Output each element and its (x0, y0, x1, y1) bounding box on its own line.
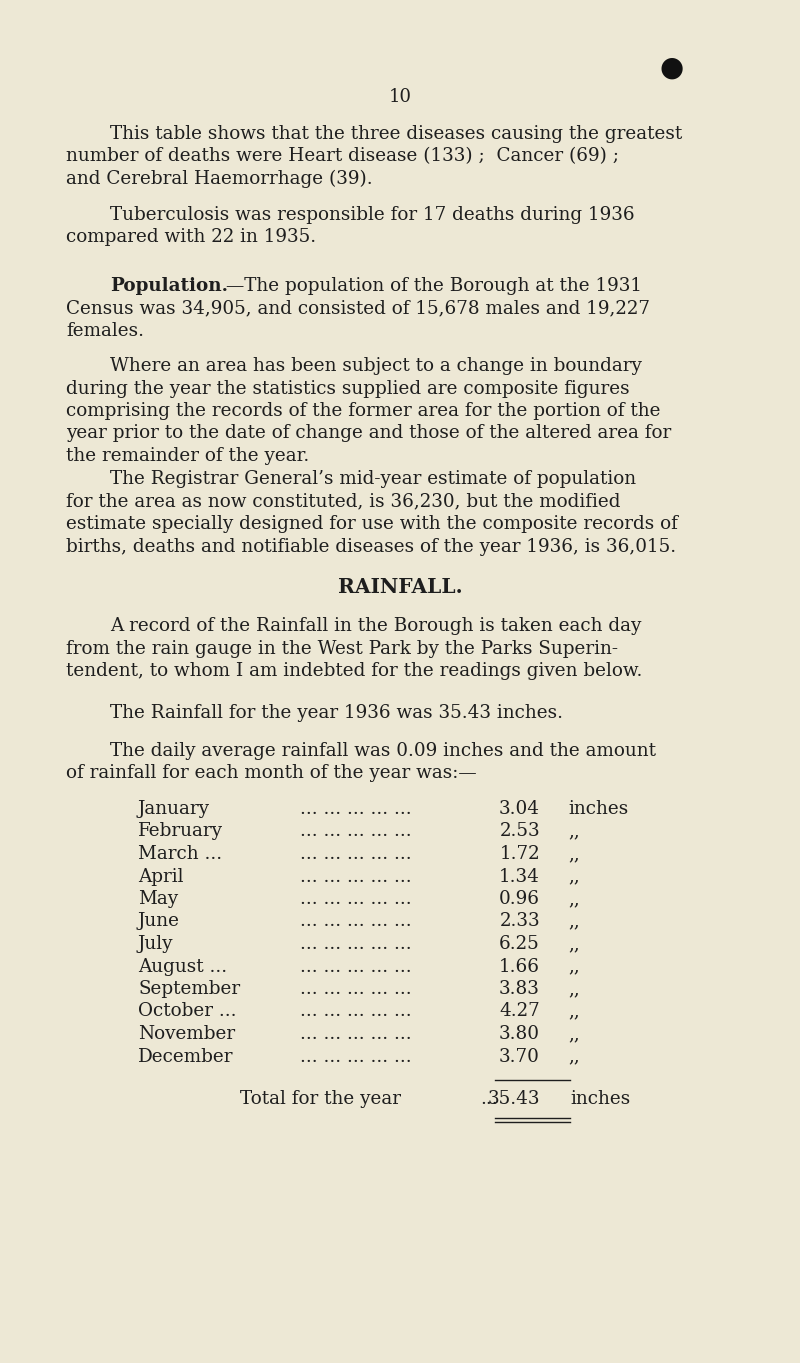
Text: February: February (138, 822, 223, 841)
Text: 3.83: 3.83 (499, 980, 540, 998)
Text: the remainder of the year.: the remainder of the year. (66, 447, 310, 465)
Text: ,,: ,, (568, 845, 580, 863)
Text: births, deaths and notifiable diseases of the year 1936, is 36,015.: births, deaths and notifiable diseases o… (66, 537, 676, 556)
Text: ,,: ,, (568, 957, 580, 976)
Text: June: June (138, 912, 180, 931)
Text: ... ... ... ... ...: ... ... ... ... ... (300, 912, 412, 931)
Text: 10: 10 (389, 89, 411, 106)
Text: ... ... ... ... ...: ... ... ... ... ... (300, 957, 412, 976)
Text: ... ... ... ... ...: ... ... ... ... ... (300, 980, 412, 998)
Text: of rainfall for each month of the year was:—: of rainfall for each month of the year w… (66, 765, 477, 782)
Text: for the area as now constituted, is 36,230, but the modified: for the area as now constituted, is 36,2… (66, 492, 621, 511)
Text: ... ... ... ... ...: ... ... ... ... ... (300, 800, 412, 818)
Text: inches: inches (568, 800, 628, 818)
Text: The Registrar General’s mid-year estimate of population: The Registrar General’s mid-year estimat… (110, 470, 636, 488)
Text: Where an area has been subject to a change in boundary: Where an area has been subject to a chan… (110, 357, 642, 375)
Text: RAINFALL.: RAINFALL. (338, 577, 462, 597)
Text: December: December (138, 1048, 234, 1066)
Text: year prior to the date of change and those of the altered area for: year prior to the date of change and tho… (66, 424, 671, 443)
Text: ... ... ... ... ...: ... ... ... ... ... (300, 1003, 412, 1021)
Text: ,,: ,, (568, 1025, 580, 1043)
Text: compared with 22 in 1935.: compared with 22 in 1935. (66, 229, 316, 247)
Text: A record of the Rainfall in the Borough is taken each day: A record of the Rainfall in the Borough … (110, 617, 642, 635)
Text: January: January (138, 800, 210, 818)
Text: 1.72: 1.72 (499, 845, 540, 863)
Text: September: September (138, 980, 240, 998)
Text: 3.04: 3.04 (499, 800, 540, 818)
Text: 4.27: 4.27 (499, 1003, 540, 1021)
Text: tendent, to whom I am indebted for the readings given below.: tendent, to whom I am indebted for the r… (66, 662, 642, 680)
Text: ,,: ,, (568, 1048, 580, 1066)
Text: ... ... ... ... ...: ... ... ... ... ... (300, 845, 412, 863)
Text: April: April (138, 867, 183, 886)
Text: number of deaths were Heart disease (133) ;  Cancer (69) ;: number of deaths were Heart disease (133… (66, 147, 619, 165)
Text: and Cerebral Haemorrhage (39).: and Cerebral Haemorrhage (39). (66, 170, 373, 188)
Text: from the rain gauge in the West Park by the Parks Superin-: from the rain gauge in the West Park by … (66, 639, 618, 657)
Text: May: May (138, 890, 178, 908)
Text: 1.66: 1.66 (499, 957, 540, 976)
Text: during the year the statistics supplied are composite figures: during the year the statistics supplied … (66, 379, 630, 398)
Text: inches: inches (570, 1090, 630, 1108)
Text: July: July (138, 935, 174, 953)
Text: ... ... ... ... ...: ... ... ... ... ... (300, 867, 412, 886)
Text: estimate specially designed for use with the composite records of: estimate specially designed for use with… (66, 515, 678, 533)
Text: ... ... ... ... ...: ... ... ... ... ... (300, 935, 412, 953)
Text: The Rainfall for the year 1936 was 35.43 inches.: The Rainfall for the year 1936 was 35.43… (110, 705, 563, 722)
Text: ,,: ,, (568, 867, 580, 886)
Text: ...: ... (480, 1090, 498, 1108)
Text: ,,: ,, (568, 822, 580, 841)
Text: 3.70: 3.70 (499, 1048, 540, 1066)
Text: This table shows that the three diseases causing the greatest: This table shows that the three diseases… (110, 125, 682, 143)
Text: March ...: March ... (138, 845, 222, 863)
Text: Total for the year: Total for the year (240, 1090, 401, 1108)
Text: ... ... ... ... ...: ... ... ... ... ... (300, 822, 412, 841)
Text: The daily average rainfall was 0.09 inches and the amount: The daily average rainfall was 0.09 inch… (110, 741, 656, 761)
Text: 6.25: 6.25 (499, 935, 540, 953)
Text: ... ... ... ... ...: ... ... ... ... ... (300, 1048, 412, 1066)
Text: ,,: ,, (568, 890, 580, 908)
Text: comprising the records of the former area for the portion of the: comprising the records of the former are… (66, 402, 661, 420)
Text: 2.53: 2.53 (499, 822, 540, 841)
Text: August ...: August ... (138, 957, 227, 976)
Text: ,,: ,, (568, 935, 580, 953)
Text: Tuberculosis was responsible for 17 deaths during 1936: Tuberculosis was responsible for 17 deat… (110, 206, 634, 224)
Text: 3.80: 3.80 (499, 1025, 540, 1043)
Text: females.: females. (66, 322, 144, 339)
Text: 1.34: 1.34 (499, 867, 540, 886)
Text: ,,: ,, (568, 980, 580, 998)
Text: ,,: ,, (568, 912, 580, 931)
Text: 0.96: 0.96 (499, 890, 540, 908)
Text: 2.33: 2.33 (499, 912, 540, 931)
Text: ,,: ,, (568, 1003, 580, 1021)
Text: ●: ● (660, 55, 684, 82)
Text: ... ... ... ... ...: ... ... ... ... ... (300, 1025, 412, 1043)
Text: Population.: Population. (110, 277, 228, 294)
Text: November: November (138, 1025, 235, 1043)
Text: ... ... ... ... ...: ... ... ... ... ... (300, 890, 412, 908)
Text: 35.43: 35.43 (487, 1090, 540, 1108)
Text: October ...: October ... (138, 1003, 237, 1021)
Text: —The population of the Borough at the 1931: —The population of the Borough at the 19… (226, 277, 642, 294)
Text: Census was 34,905, and consisted of 15,678 males and 19,227: Census was 34,905, and consisted of 15,6… (66, 300, 650, 318)
